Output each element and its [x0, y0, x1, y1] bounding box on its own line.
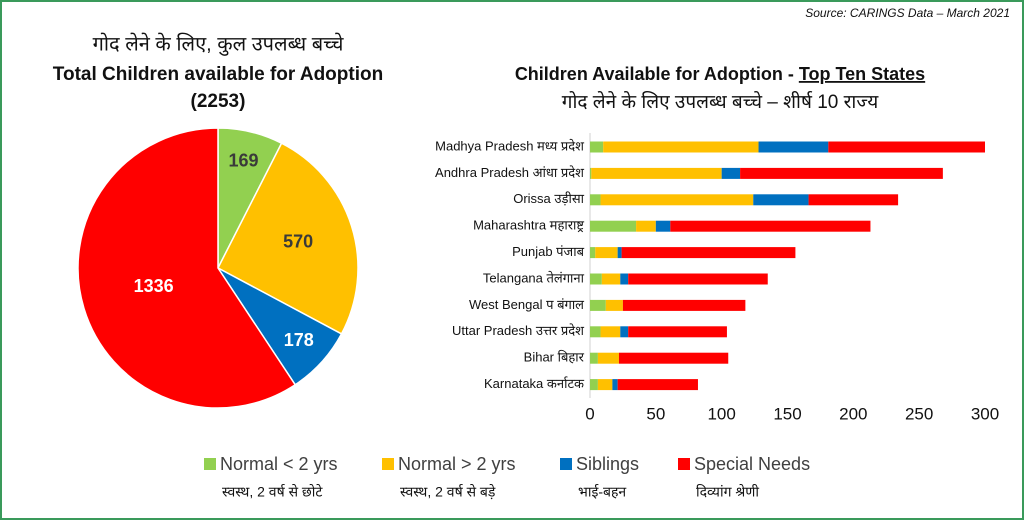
pie-value-label: 169 — [228, 151, 258, 171]
bar-segment — [590, 141, 604, 153]
bar-segment — [605, 299, 623, 311]
bar-segment — [603, 141, 759, 153]
bar-segment — [595, 247, 618, 259]
y-tick-label: Maharashtra महाराष्ट्र — [473, 218, 584, 233]
legend-label: Special Needs — [694, 454, 810, 474]
bar-segment — [617, 379, 698, 391]
bar-segment — [621, 247, 796, 259]
bar-title-main: Children Available for Adoption - — [515, 64, 799, 84]
bar-segment — [597, 379, 613, 391]
bar-segment — [670, 220, 871, 232]
bar-segment — [590, 247, 596, 259]
bar-segment — [828, 141, 985, 153]
bar-segment — [740, 167, 943, 179]
bar-segment — [590, 299, 606, 311]
x-tick-label: 200 — [839, 404, 867, 423]
bar-segment — [590, 379, 598, 391]
pie-value-label: 1336 — [134, 276, 174, 296]
bar-segment — [601, 273, 621, 285]
legend-label: Normal < 2 yrs — [220, 454, 338, 474]
source: Source: CARINGS Data – March 2021 — [805, 6, 1010, 20]
bar-segment — [628, 326, 727, 338]
bar-segment — [590, 220, 637, 232]
pie-value-label: 178 — [284, 330, 314, 350]
legend-label: Normal > 2 yrs — [398, 454, 516, 474]
legend-swatch — [560, 458, 572, 470]
bar-title-emphasis: Top Ten States — [799, 64, 925, 84]
bar-segment — [636, 220, 656, 232]
y-tick-label: Karnataka कर्नाटक — [484, 376, 585, 391]
legend-subtitle: स्वस्थ, 2 वर्ष से बड़े — [400, 484, 496, 500]
bar-segment — [655, 220, 671, 232]
pie-title: Total Children available for Adoption — [53, 64, 383, 85]
bar-segment — [600, 326, 621, 338]
x-tick-label: 250 — [905, 404, 933, 423]
bar-segment — [590, 273, 602, 285]
bar-segment — [617, 247, 622, 259]
bar-segment — [620, 273, 629, 285]
y-tick-label: Bihar बिहार — [524, 350, 585, 365]
y-tick-label: Uttar Pradesh उत्तर प्रदेश — [452, 323, 585, 338]
bar-segment — [628, 273, 768, 285]
bar-segment — [590, 167, 592, 179]
legend-subtitle: स्वस्थ, 2 वर्ष से छोटे — [222, 484, 323, 500]
bar-segment — [758, 141, 829, 153]
bar-segment — [620, 326, 629, 338]
bar-segment — [622, 299, 746, 311]
pie-subtitle: (2253) — [191, 91, 246, 112]
legend-subtitle: दिव्यांग श्रेणी — [696, 484, 759, 500]
y-tick-label: West Bengal प बंगाल — [469, 297, 584, 312]
legend-swatch — [204, 458, 216, 470]
bar-title-hindi: गोद लेने के लिए उपलब्ध बच्चे – शीर्ष 10 … — [562, 90, 879, 113]
pie-slice — [77, 127, 297, 409]
pie-title-hindi: गोद लेने के लिए, कुल उपलब्ध बच्चे — [93, 32, 344, 56]
y-tick-label: Orissa उड़ीसा — [513, 191, 584, 206]
x-tick-label: 50 — [646, 404, 665, 423]
bar-segment — [618, 352, 729, 364]
y-tick-label: Andhra Pradesh आंधा प्रदेश — [435, 165, 585, 180]
x-tick-label: 300 — [971, 404, 999, 423]
y-tick-label: Madhya Pradesh मध्य प्रदेश — [435, 138, 585, 153]
legend-label: Siblings — [576, 454, 639, 474]
pie-value-label: 570 — [283, 232, 313, 252]
legend-subtitle: भाई-बहन — [578, 484, 626, 500]
bar-segment — [808, 194, 899, 206]
bar-segment — [590, 326, 601, 338]
x-tick-label: 100 — [707, 404, 735, 423]
bar-segment — [753, 194, 809, 206]
bar-segment — [590, 352, 598, 364]
bar-segment — [590, 194, 601, 206]
y-tick-label: Telangana तेलंगाना — [483, 270, 585, 285]
bar-segment — [591, 167, 722, 179]
bar-segment — [597, 352, 619, 364]
bar-title: Children Available for Adoption - Top Te… — [515, 64, 925, 84]
legend-swatch — [678, 458, 690, 470]
y-tick-label: Punjab पंजाब — [512, 244, 584, 259]
x-tick-label: 150 — [773, 404, 801, 423]
x-tick-label: 0 — [585, 404, 594, 423]
bar-segment — [721, 167, 741, 179]
legend-swatch — [382, 458, 394, 470]
bar-segment — [600, 194, 754, 206]
bar-segment — [612, 379, 618, 391]
